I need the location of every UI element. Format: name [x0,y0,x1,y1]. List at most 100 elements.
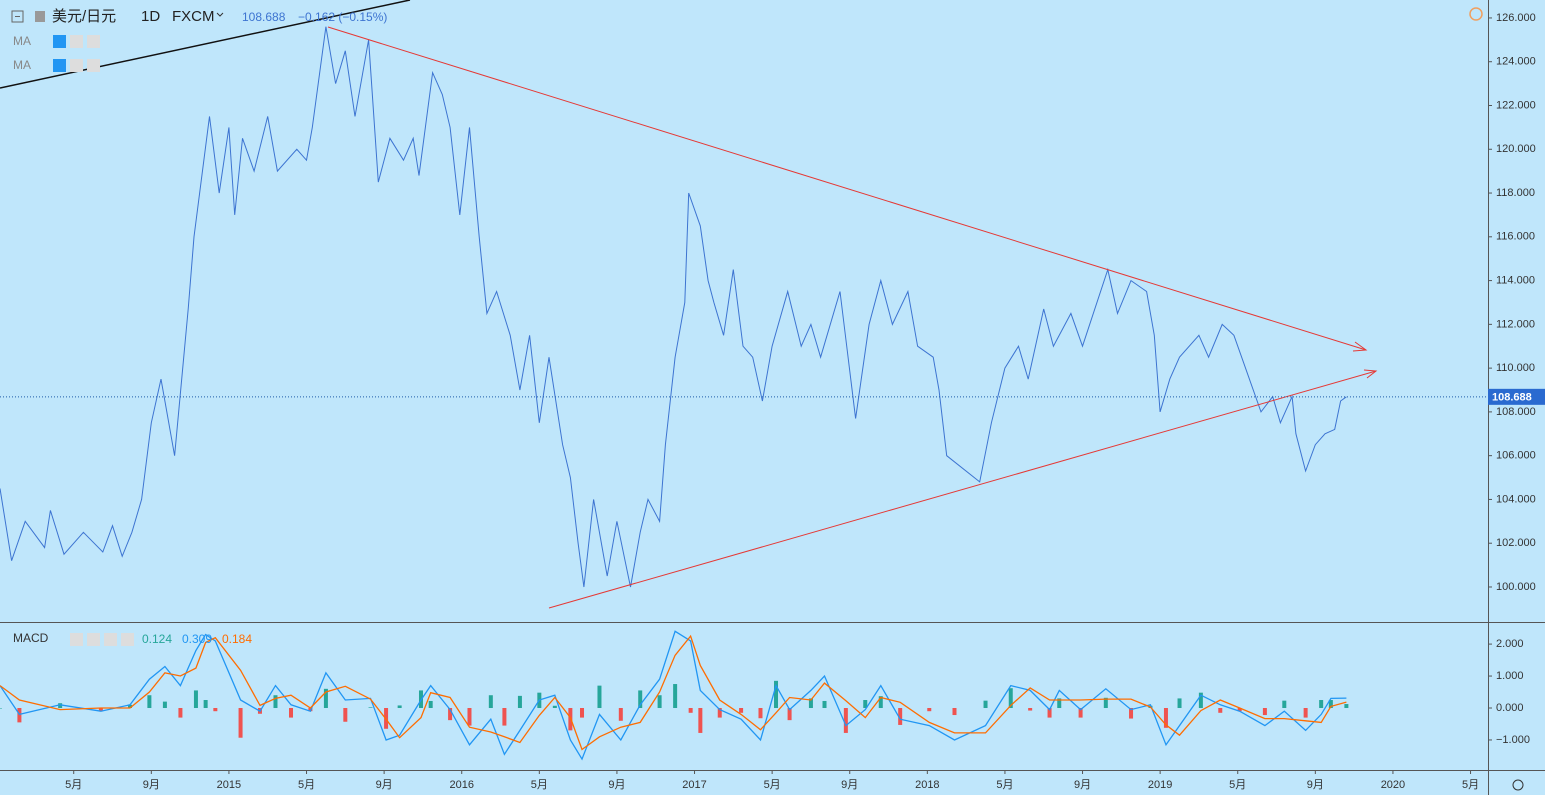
histogram-bar [502,708,507,726]
histogram-bar [213,708,218,712]
x-tick-label: 2015 [217,779,241,791]
histogram-bar [1129,708,1134,719]
histogram-bar [1237,708,1242,712]
histogram-bar [657,695,662,709]
x-tick-label: 5月 [65,779,82,791]
macd-pane [0,630,1349,761]
arrow-head [1363,369,1378,379]
histogram-bar [273,695,278,709]
histogram-bar [878,696,883,709]
y-tick-label: −1.000 [1496,734,1530,746]
histogram-bar [673,684,678,709]
histogram-bar [1328,700,1333,709]
histogram-bar [323,688,328,709]
histogram-bar [597,685,602,709]
histogram-bar [178,708,183,718]
x-tick-label: 9月 [376,779,393,791]
histogram-bar [1057,698,1062,709]
histogram-bar [822,700,827,709]
y-tick-label: 1.000 [1496,670,1524,682]
x-tick-label: 9月 [841,779,858,791]
visibility-button[interactable] [53,59,66,72]
settings-icon[interactable] [1512,779,1524,791]
y-tick-label: 106.000 [1496,450,1536,462]
histogram-bar [1028,708,1033,711]
histogram-bar [552,705,557,709]
histogram-bar [618,708,623,721]
histogram-bar [397,705,402,709]
interval[interactable]: 1D [141,8,160,25]
macd-line [0,630,1347,761]
histogram-bar [1163,708,1168,728]
histogram-bar [0,708,2,709]
histogram-bar [1103,697,1108,709]
histogram-bar [688,708,693,713]
settings-button[interactable] [87,633,100,646]
drawings [0,0,1378,609]
histogram-bar [343,708,348,722]
settings-button[interactable] [70,59,83,72]
histogram-bar [1008,688,1013,709]
x-tick-label: 5月 [531,779,548,791]
remove-button[interactable] [87,59,100,72]
histogram-bar [147,695,152,709]
last-price: 108.688 [242,10,286,24]
histogram-bar [203,700,208,709]
remove-button[interactable] [87,35,100,48]
y-tick-label: 110.000 [1496,362,1535,374]
histogram-bar [1303,708,1308,718]
y-tick-label: 2.000 [1496,638,1524,650]
indicator-name[interactable]: MACD [13,631,49,645]
source-button[interactable] [104,633,117,646]
histogram-bar [927,708,932,712]
histogram-bar [638,690,643,709]
collapse-button[interactable] [11,10,24,23]
macd-line [0,634,1347,751]
histogram-bar [238,708,243,738]
dropdown-icon[interactable] [216,12,224,17]
x-tick-label: 5月 [1229,779,1246,791]
y-tick-label: 108.000 [1496,406,1536,418]
histogram-bar [717,708,722,718]
legend-value: 0.124 [142,632,172,646]
remove-button[interactable] [121,633,134,646]
indicator-name[interactable]: MA [13,34,31,48]
symbol[interactable]: 美元/日元 [52,8,116,25]
visibility-button[interactable] [53,35,66,48]
histogram-bar [428,700,433,709]
price-line [0,26,1347,588]
warning-icon[interactable] [1469,7,1483,21]
histogram-bar [843,708,848,733]
x-tick-label: 2018 [915,779,939,791]
histogram-bar [162,701,167,709]
y-tick-label: 100.000 [1496,581,1536,593]
trend-line [327,26,1367,351]
histogram-bar [1198,692,1203,709]
histogram-bar [58,703,63,709]
histogram-bar [488,695,493,709]
y-tick-label: 126.000 [1496,12,1536,24]
symbol-icon [35,11,45,22]
x-tick-label: 9月 [608,779,625,791]
histogram-bar [774,680,779,709]
price-change: −0.162 (−0.15%) [298,10,387,24]
histogram-bar [448,708,453,721]
x-tick-label: 2020 [1381,779,1405,791]
histogram-bar [517,695,522,709]
histogram-bar [898,708,903,725]
histogram-bar [368,707,373,709]
histogram-bar [808,698,813,709]
x-tick-label: 9月 [1074,779,1091,791]
visibility-button[interactable] [70,633,83,646]
y-tick-label: 104.000 [1496,493,1536,505]
histogram-bar [580,708,585,718]
x-tick-label: 9月 [143,779,160,791]
source[interactable]: FXCM [172,8,215,25]
histogram-bar [863,700,868,709]
settings-button[interactable] [70,35,83,48]
histogram-bar [467,708,472,726]
indicator-name[interactable]: MA [13,58,31,72]
